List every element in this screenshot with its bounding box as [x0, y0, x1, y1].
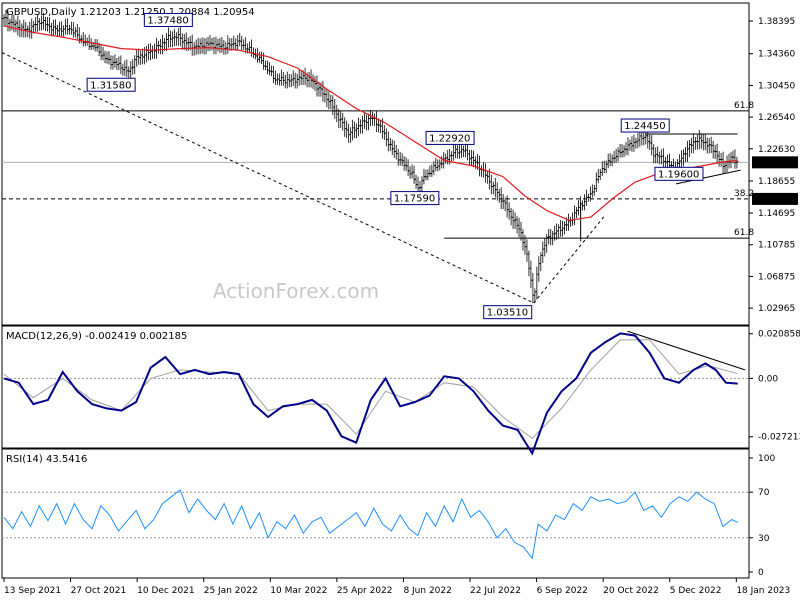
x-tick-label: 13 Sep 2021: [4, 586, 61, 596]
moving-average: [3, 25, 738, 221]
price-label: 1.03510: [487, 308, 528, 319]
price-annotations: 1.37480 1.31580 1.22920 1.17590 1.03510 1.244…: [86, 12, 704, 320]
price-label: 1.37480: [147, 15, 188, 26]
macd-signal-line: [3, 339, 738, 440]
price-y-tick-label: 1.14695: [758, 209, 795, 219]
long-term-trend-line: [1, 52, 534, 304]
x-tick-label: 10 Dec 2021: [137, 586, 195, 596]
price-label-box: [620, 118, 670, 133]
rsi-panel: [1, 448, 750, 579]
x-tick-label: 10 Mar 2022: [270, 586, 327, 596]
macd-y-axis: 0.020858 0.00 -0.027213: [749, 330, 800, 443]
fib-level-label: 38.2: [734, 189, 754, 199]
moving-average-line: [3, 25, 738, 221]
rsi-line: [3, 489, 738, 560]
price-label-box: [143, 12, 193, 27]
price-y-axis: 1.38395 1.34360 1.30450 1.26540 1.22630 1.186…: [749, 17, 795, 314]
price-y-tick-label: 1.18655: [758, 177, 795, 187]
price-label-box: [390, 191, 440, 206]
price-y-tick-label: 1.38395: [758, 17, 795, 27]
rsi-levels: [2, 491, 749, 539]
price-y-tick-label: 1.26540: [758, 113, 795, 123]
rsi-y-tick-label: 30: [758, 534, 770, 544]
price-label-box: [425, 130, 475, 145]
macd-panel-title: MACD(12,26,9) -0.002419 0.002185: [6, 331, 187, 342]
fib-levels: 61.8 38.2 61.8 1.16440 1.20954: [2, 101, 798, 239]
macd-y-tick-label: 0.020858: [758, 330, 800, 340]
price-label-box: [86, 77, 136, 92]
price-label-box: [483, 305, 533, 320]
macd-y-tick-label: 0.00: [758, 374, 778, 384]
fib-level-label: 61.8: [734, 228, 754, 238]
x-tick-label: 22 Jul 2022: [470, 586, 521, 596]
price-label: 1.19600: [658, 169, 699, 180]
price-y-tick-label: 1.22630: [758, 145, 795, 155]
x-tick-label: 6 Sep 2022: [537, 586, 588, 596]
rsi-y-tick-label: 100: [758, 454, 775, 464]
macd-lines: [3, 330, 746, 456]
watermark: ActionForex.com: [213, 279, 379, 303]
level-badge-text: 1.16440: [756, 195, 793, 205]
level-badge: [752, 192, 798, 205]
macd-main-line: [3, 332, 738, 456]
x-tick-label: 18 Jan 2023: [736, 586, 790, 596]
rising-trend-line: [533, 214, 606, 304]
x-tick-label: 27 Oct 2021: [71, 586, 127, 596]
price-label: 1.31580: [90, 80, 131, 91]
rsi-panel-title: RSI(14) 43.5416: [6, 454, 87, 465]
rsi-y-axis: 100 70 30 0: [749, 454, 775, 578]
rsi-y-tick-label: 0: [758, 568, 764, 578]
price-y-tick-label: 1.10785: [758, 241, 795, 251]
price-panel: [1, 2, 750, 326]
x-tick-label: 20 Oct 2022: [603, 586, 659, 596]
macd-panel: [1, 325, 750, 449]
price-label: 1.17590: [394, 194, 435, 205]
rsi-series-line: [3, 489, 738, 560]
x-tick-label: 25 Jan 2022: [204, 586, 258, 596]
price-y-tick-label: 1.30450: [758, 81, 795, 91]
price-panel-title: GBPUSD,Daily 1.21203 1.21250 1.20884 1.2…: [6, 7, 255, 18]
price-y-tick-label: 1.34360: [758, 50, 795, 60]
price-y-tick-label: 1.06875: [758, 272, 795, 282]
price-label: 1.24450: [624, 121, 665, 132]
x-tick-label: 5 Dec 2022: [670, 586, 722, 596]
x-tick-label: 8 Jun 2022: [403, 586, 451, 596]
macd-trend-line: [627, 330, 746, 371]
price-y-tick-label: 1.02965: [758, 304, 795, 314]
rsi-y-tick-label: 70: [758, 488, 770, 498]
current-price-badge: [752, 156, 798, 169]
current-price-text: 1.20954: [756, 158, 793, 168]
range-bottom-line: [675, 169, 741, 185]
x-tick-label: 25 Apr 2022: [337, 586, 393, 596]
price-label-box: [654, 166, 704, 181]
x-axis: 13 Sep 2021 27 Oct 2021 10 Dec 2021 25 Jan …: [3, 578, 790, 596]
macd-y-tick-label: -0.027213: [758, 433, 800, 443]
price-label: 1.22920: [429, 133, 470, 144]
fib-level-label: 61.8: [734, 101, 754, 111]
